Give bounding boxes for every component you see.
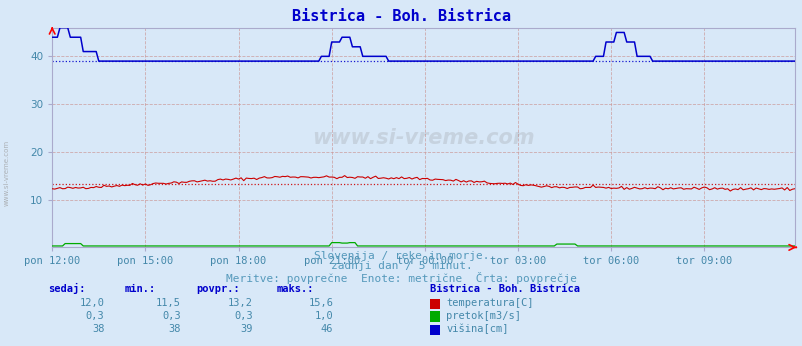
Text: 38: 38 (91, 324, 104, 334)
Text: povpr.:: povpr.: (196, 284, 240, 294)
Text: 0,3: 0,3 (234, 311, 253, 321)
Text: maks.:: maks.: (277, 284, 314, 294)
Text: 12,0: 12,0 (79, 298, 104, 308)
Text: 0,3: 0,3 (162, 311, 180, 321)
Text: Bistrica - Boh. Bistrica: Bistrica - Boh. Bistrica (292, 9, 510, 24)
Text: min.:: min.: (124, 284, 156, 294)
Text: 46: 46 (320, 324, 333, 334)
Text: višina[cm]: višina[cm] (446, 324, 508, 334)
Text: 1,0: 1,0 (314, 311, 333, 321)
Text: www.si-vreme.com: www.si-vreme.com (3, 140, 10, 206)
Text: 11,5: 11,5 (156, 298, 180, 308)
Text: Slovenija / reke in morje.: Slovenija / reke in morje. (314, 251, 488, 261)
Text: 13,2: 13,2 (228, 298, 253, 308)
Text: 38: 38 (168, 324, 180, 334)
Text: pretok[m3/s]: pretok[m3/s] (446, 311, 520, 321)
Text: temperatura[C]: temperatura[C] (446, 298, 533, 308)
Text: zadnji dan / 5 minut.: zadnji dan / 5 minut. (330, 261, 472, 271)
Text: sedaj:: sedaj: (48, 283, 86, 294)
Text: 0,3: 0,3 (86, 311, 104, 321)
Text: Meritve: povprečne  Enote: metrične  Črta: povprečje: Meritve: povprečne Enote: metrične Črta:… (225, 272, 577, 284)
Text: Bistrica - Boh. Bistrica: Bistrica - Boh. Bistrica (429, 284, 579, 294)
Text: www.si-vreme.com: www.si-vreme.com (312, 128, 534, 147)
Text: 15,6: 15,6 (308, 298, 333, 308)
Text: 39: 39 (240, 324, 253, 334)
